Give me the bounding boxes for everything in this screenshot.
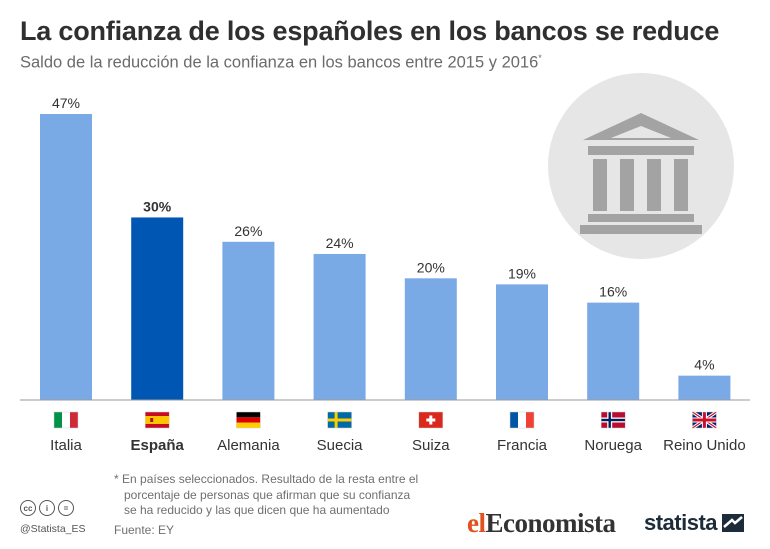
column [620,159,634,211]
bar-value-label: 19% [508,265,536,281]
category-label: Noruega [584,437,642,454]
bar-value-label: 16% [599,284,627,300]
subtitle-footnote-mark: * [538,53,542,63]
bar [222,241,275,400]
footnote: * En países seleccionados. Resultado de … [114,472,474,519]
bar [131,217,184,400]
category-label: Suecia [317,437,364,454]
footnote-line: porcentaje de personas que afirman que s… [124,487,411,502]
flag-france-icon [509,411,535,429]
step [588,214,694,222]
column [593,159,607,211]
category-label: España [131,437,185,454]
cc-icon: cc [20,500,36,516]
bar-value-label: 30% [143,198,172,214]
flag-germany-icon [236,411,261,429]
statista-mark-icon [722,514,745,532]
flag-uk-icon [691,410,718,430]
step [580,225,702,234]
source-text: Fuente: EY [114,523,175,537]
category-label: Suiza [412,437,450,454]
bar [404,278,457,400]
social-handle: @Statista_ES [20,523,86,535]
column [674,159,688,211]
roof-inner [611,126,671,138]
bank-building-icon [548,73,734,259]
flag-spain-icon [144,411,170,429]
statista-logo: statista [644,510,745,536]
bar-value-label: 47% [52,95,80,111]
flag-norway-icon [600,411,626,429]
license-icons: cc i = [20,500,74,516]
bar-value-label: 26% [234,223,262,239]
category-label: Francia [497,437,548,454]
beam [588,146,694,155]
bar [587,302,640,400]
category-label: Italia [50,437,82,454]
footnote-line: se ha reducido y las que dicen que ha au… [124,503,390,517]
chart-subtitle: Saldo de la reducción de la confianza en… [20,53,542,73]
flag-italy-icon [53,411,79,429]
attribution-icon: i [39,500,55,516]
bar-chart: 47% Italia 30% España 26% Alemania 24% Suecia 20… [20,73,750,454]
eleconomista-logo: elEconomista [467,508,616,538]
no-derivatives-icon: = [58,500,74,516]
category-label: Reino Unido [663,437,746,454]
footnote-line: * En países seleccionados. Resultado de … [114,472,419,486]
bar [496,284,548,400]
column [647,159,661,211]
bar [40,114,92,400]
flag-sweden-icon [327,411,352,429]
bar [678,375,731,400]
icon-circle [548,73,734,259]
bar-value-label: 4% [694,357,714,373]
category-label: Alemania [217,437,280,454]
bar [313,253,366,400]
bar-value-label: 24% [326,235,354,251]
chart-title: La confianza de los españoles en los ban… [20,16,720,46]
flag-switzerland-icon [418,411,444,429]
subtitle-text: Saldo de la reducción de la confianza en… [20,53,539,72]
bar-value-label: 20% [417,259,445,275]
